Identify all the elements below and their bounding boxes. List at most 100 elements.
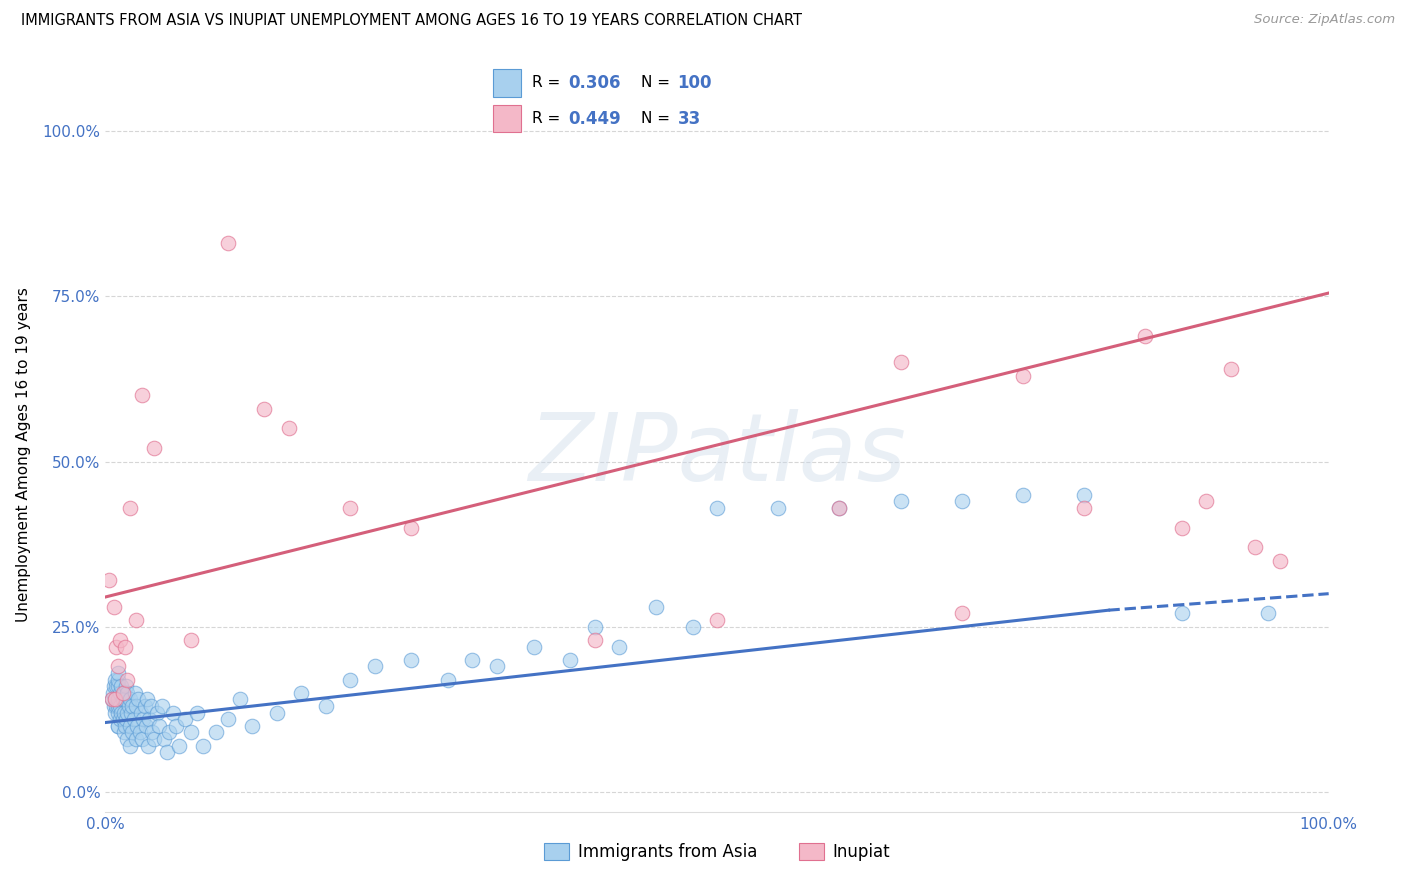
- Point: [127, 719, 149, 733]
- Point: [115, 712, 138, 726]
- Point: [461, 653, 484, 667]
- Point: [1268, 554, 1291, 568]
- Point: [98, 574, 121, 588]
- Text: N =: N =: [641, 111, 675, 126]
- Point: [114, 692, 136, 706]
- Y-axis label: Unemployment Among Ages 16 to 19 years: Unemployment Among Ages 16 to 19 years: [17, 287, 31, 623]
- Point: [950, 494, 973, 508]
- Point: [117, 732, 139, 747]
- Point: [607, 640, 630, 654]
- Point: [134, 698, 156, 713]
- Point: [138, 712, 160, 726]
- Point: [107, 698, 129, 713]
- Point: [105, 640, 128, 654]
- Point: [120, 706, 142, 720]
- Point: [114, 719, 136, 733]
- Point: [132, 712, 155, 726]
- Point: [107, 719, 129, 733]
- Point: [1171, 520, 1194, 534]
- Point: [167, 739, 190, 753]
- Point: [1011, 487, 1033, 501]
- Point: [135, 719, 157, 733]
- Point: [107, 719, 129, 733]
- Point: [104, 692, 127, 706]
- Point: [828, 500, 851, 515]
- Point: [111, 712, 134, 726]
- Point: [118, 698, 141, 713]
- Point: [522, 640, 544, 654]
- Point: [110, 679, 132, 693]
- Point: [560, 653, 582, 667]
- Point: [437, 673, 460, 687]
- Point: [117, 706, 139, 720]
- Point: [115, 679, 138, 693]
- Point: [103, 679, 125, 693]
- Point: [143, 732, 166, 747]
- Point: [153, 732, 176, 747]
- Point: [100, 692, 122, 706]
- Point: [1073, 487, 1095, 501]
- Point: [1219, 362, 1241, 376]
- Point: [1133, 329, 1156, 343]
- Point: [125, 613, 148, 627]
- Point: [128, 725, 150, 739]
- Point: [278, 421, 301, 435]
- Text: R =: R =: [531, 111, 565, 126]
- Point: [180, 725, 202, 739]
- Point: [101, 686, 124, 700]
- Point: [706, 500, 728, 515]
- Point: [100, 692, 122, 706]
- Point: [174, 712, 197, 726]
- Point: [1073, 500, 1095, 515]
- Text: Source: ZipAtlas.com: Source: ZipAtlas.com: [1254, 13, 1395, 27]
- Point: [229, 692, 252, 706]
- Point: [103, 698, 125, 713]
- Point: [157, 725, 180, 739]
- Point: [217, 236, 239, 251]
- Point: [129, 706, 152, 720]
- Text: N =: N =: [641, 76, 675, 90]
- Point: [1195, 494, 1218, 508]
- Point: [114, 640, 136, 654]
- Point: [583, 632, 606, 647]
- Point: [150, 698, 173, 713]
- Point: [186, 706, 208, 720]
- Point: [193, 739, 215, 753]
- Point: [136, 739, 159, 753]
- Point: [1244, 541, 1267, 555]
- Point: [165, 719, 187, 733]
- Point: [117, 686, 139, 700]
- Point: [583, 620, 606, 634]
- Point: [125, 698, 148, 713]
- Point: [118, 739, 141, 753]
- Point: [124, 686, 146, 700]
- Point: [121, 725, 143, 739]
- Point: [339, 673, 361, 687]
- Point: [180, 632, 202, 647]
- Point: [127, 692, 149, 706]
- Point: [112, 706, 135, 720]
- Text: 0.306: 0.306: [568, 74, 621, 92]
- Point: [1011, 368, 1033, 383]
- Point: [889, 494, 911, 508]
- Point: [828, 500, 851, 515]
- Point: [105, 679, 128, 693]
- Point: [125, 732, 148, 747]
- FancyBboxPatch shape: [494, 70, 522, 96]
- Point: [112, 725, 135, 739]
- Point: [204, 725, 226, 739]
- Text: ZIPatlas: ZIPatlas: [529, 409, 905, 500]
- Point: [139, 698, 162, 713]
- Point: [118, 719, 141, 733]
- Point: [121, 698, 143, 713]
- Point: [108, 686, 131, 700]
- Point: [104, 706, 127, 720]
- Point: [107, 679, 129, 693]
- Point: [104, 692, 127, 706]
- Point: [122, 712, 145, 726]
- Point: [339, 500, 361, 515]
- Point: [155, 745, 177, 759]
- Point: [485, 659, 508, 673]
- Point: [768, 500, 790, 515]
- Point: [107, 673, 129, 687]
